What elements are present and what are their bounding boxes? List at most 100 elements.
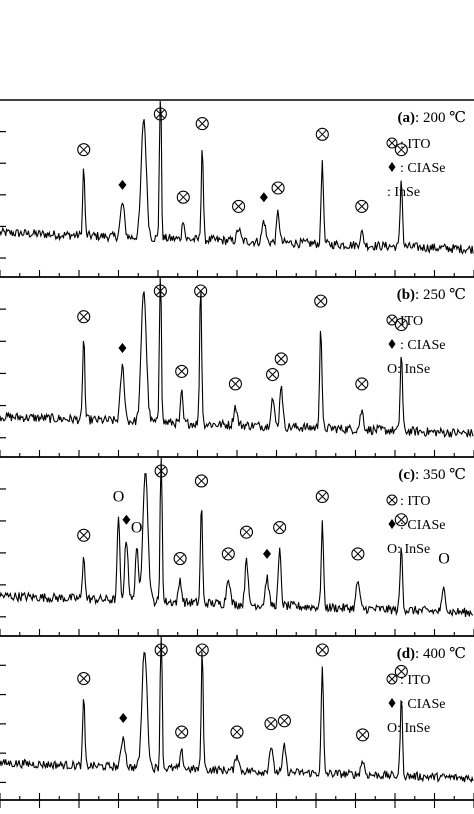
ito-circle: [314, 294, 328, 308]
legend-ito-label: : ITO: [400, 673, 430, 688]
ito-cross: [79, 530, 89, 540]
panel-letter: (b): [397, 287, 415, 303]
panel-label: (b): 250 ℃: [397, 287, 466, 303]
legend-ciase-icon: [388, 698, 396, 708]
ito-peak-marker: [221, 547, 235, 561]
ciase-peak-marker: [122, 514, 131, 525]
ito-cross: [223, 549, 233, 559]
ciase-peak-marker: [119, 712, 128, 723]
ito-circle: [356, 728, 370, 742]
ito-circle: [394, 317, 408, 332]
ito-peak-marker: [230, 725, 244, 739]
ciase-peak-marker: [263, 548, 272, 559]
ito-circle: [154, 643, 168, 657]
ito-circle: [154, 464, 168, 478]
legend-ciase-icon: [388, 162, 396, 172]
ito-peak-marker: [273, 520, 287, 535]
ito-cross: [156, 286, 165, 296]
legend-ito-cross: [388, 316, 396, 324]
panel-letter: (c): [398, 467, 415, 483]
ito-cross: [276, 354, 286, 364]
xrd-spectrum-line: [0, 277, 474, 438]
ito-cross: [396, 667, 406, 676]
ito-circle: [239, 525, 254, 539]
ito-peak-marker: [355, 199, 369, 213]
ito-cross: [177, 367, 187, 376]
ito-cross: [197, 119, 207, 128]
ito-peak-marker: [77, 143, 91, 157]
ito-cross: [266, 719, 276, 728]
panel-d: (d): 400 ℃: ITO: CIASe O: InSe: [0, 635, 474, 808]
ciase-peak-marker: [118, 342, 127, 353]
ito-circle: [273, 520, 287, 535]
ito-peak-marker: [195, 117, 209, 131]
inse-peak-marker: O: [131, 520, 143, 537]
ito-peak-marker: [315, 643, 329, 657]
ito-cross: [396, 515, 406, 525]
legend-inse-label: O: InSe: [387, 721, 430, 736]
legend-ciase-icon: [388, 339, 396, 349]
panel-temperature: : 200 ℃: [415, 110, 466, 126]
ito-peak-marker: [77, 528, 91, 542]
ito-cross: [156, 109, 165, 119]
ito-circle: [315, 127, 329, 141]
ito-cross: [357, 202, 367, 211]
ito-circle: [77, 310, 91, 324]
ito-peak-marker: [154, 643, 168, 657]
inse-peak-marker: O: [438, 551, 450, 568]
panel-letter: (d): [397, 646, 415, 662]
ito-cross: [232, 727, 242, 737]
ito-circle: [264, 717, 278, 731]
legend-ito-label: : ITO: [400, 137, 430, 152]
ito-circle: [175, 725, 189, 739]
ito-circle: [153, 284, 167, 298]
panel-label: (c): 350 ℃: [398, 467, 466, 483]
ito-cross: [317, 129, 327, 139]
ito-peak-marker: [356, 728, 370, 742]
ito-circle: [195, 117, 209, 131]
ito-cross: [79, 145, 89, 155]
ito-circle: [77, 143, 91, 157]
ito-cross: [273, 183, 283, 193]
panel-b: (b): 250 ℃ ITO: CIASe O: InSe: [0, 276, 474, 458]
ito-circle: [351, 547, 365, 561]
ito-peak-marker: [239, 525, 254, 539]
ito-peak-marker: [228, 377, 242, 391]
ito-peak-marker: [264, 717, 278, 731]
legend-inse-label: O: InSe: [387, 362, 430, 377]
ito-cross: [177, 727, 187, 737]
legend-ciase-label: : CIASe: [400, 338, 446, 353]
ito-cross: [178, 192, 188, 202]
ito-peak-marker: [265, 367, 280, 382]
ito-cross: [79, 312, 89, 322]
legend-ciase-icon: [388, 519, 396, 529]
ito-cross: [280, 716, 289, 726]
ito-peak-marker: [173, 552, 187, 566]
ito-peak-marker: [176, 190, 190, 204]
ito-cross: [79, 674, 89, 683]
ito-circle: [195, 643, 209, 657]
ito-cross: [316, 296, 326, 306]
ito-peak-marker: [315, 489, 329, 504]
ito-circle: [274, 352, 288, 366]
legend-ito-icon: [386, 494, 398, 506]
ito-cross: [196, 286, 206, 296]
ito-peak-marker: [314, 294, 328, 308]
ito-peak-marker: [351, 547, 365, 561]
ito-circle: [230, 725, 244, 739]
ito-peak-marker: [394, 317, 408, 332]
ito-circle: [394, 143, 408, 157]
ito-cross: [396, 145, 406, 155]
ito-peak-marker: [77, 310, 91, 324]
ito-cross: [197, 645, 207, 655]
legend-ito-icon: [386, 673, 398, 685]
ito-peak-marker: [153, 284, 167, 298]
ito-circle: [265, 367, 280, 382]
ito-circle: [394, 513, 408, 527]
ito-peak-marker: [175, 364, 189, 378]
ito-circle: [194, 284, 208, 298]
ito-peak-marker: [154, 464, 168, 478]
panel-temperature: : 250 ℃: [415, 287, 466, 303]
ito-circle: [315, 489, 329, 504]
ito-peak-marker: [274, 352, 288, 366]
